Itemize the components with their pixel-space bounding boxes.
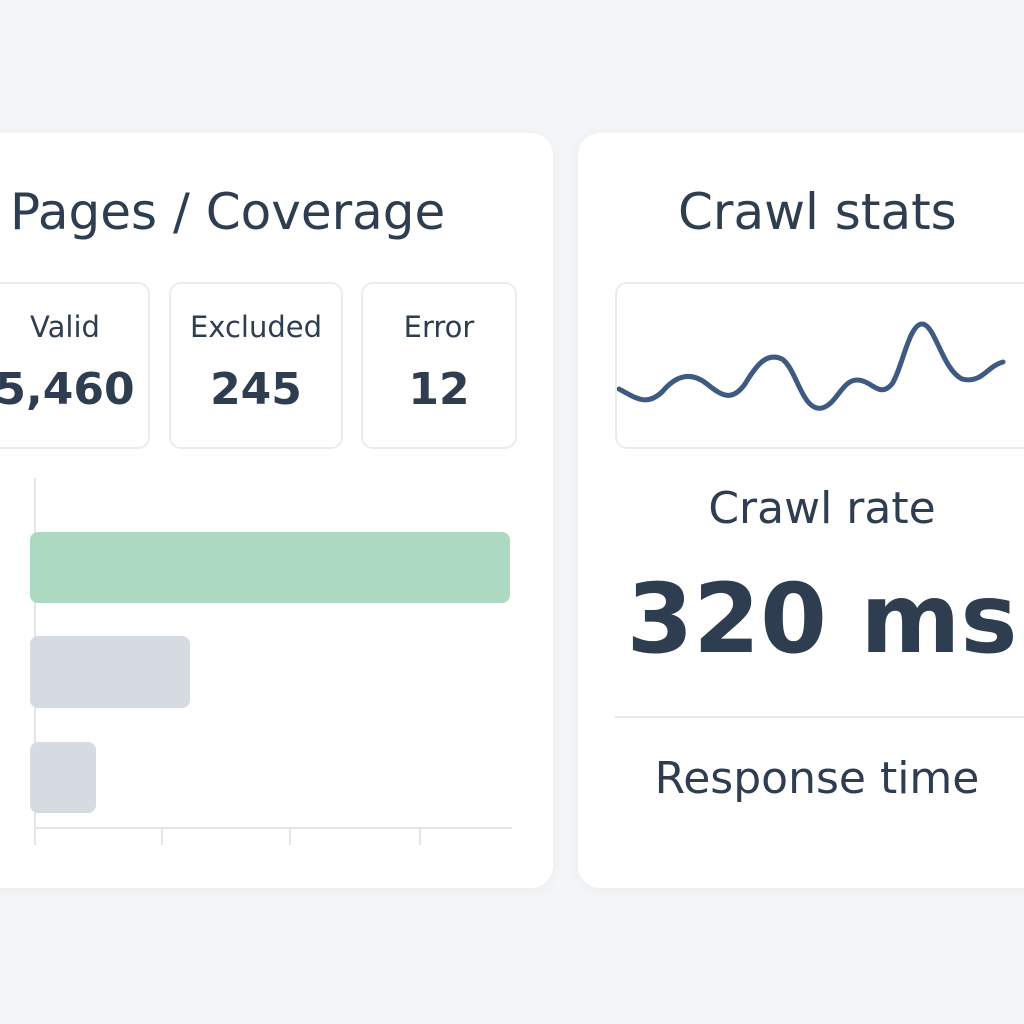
crawl-card: Crawl stats Crawl rate 320 ms Response t… [578, 133, 1024, 888]
stat-box: Excluded 245 [169, 282, 343, 449]
crawl-rate-label: Crawl rate [708, 483, 936, 534]
crawl-title: Crawl stats [678, 183, 957, 241]
stat-label: Error [403, 310, 475, 344]
stat-label: Excluded [189, 310, 322, 344]
coverage-card: Pages / Coverage Valid 5,460 Excluded 24… [0, 133, 553, 888]
coverage-title: Pages / Coverage [10, 183, 446, 241]
stat-box: Error 12 [361, 282, 517, 449]
divider [615, 716, 1024, 718]
coverage-bars [30, 478, 512, 845]
crawl-rate-value: 320 ms [626, 563, 1018, 675]
stat-label: Valid [30, 310, 100, 344]
stat-value: 5,460 [0, 364, 135, 415]
response-time-label: Response time [654, 753, 980, 804]
stat-value: 245 [210, 364, 302, 415]
sparkline [617, 321, 1006, 411]
stat-box: Valid 5,460 [0, 282, 150, 449]
sparkline-box [615, 282, 1024, 449]
stat-value: 12 [408, 364, 470, 415]
